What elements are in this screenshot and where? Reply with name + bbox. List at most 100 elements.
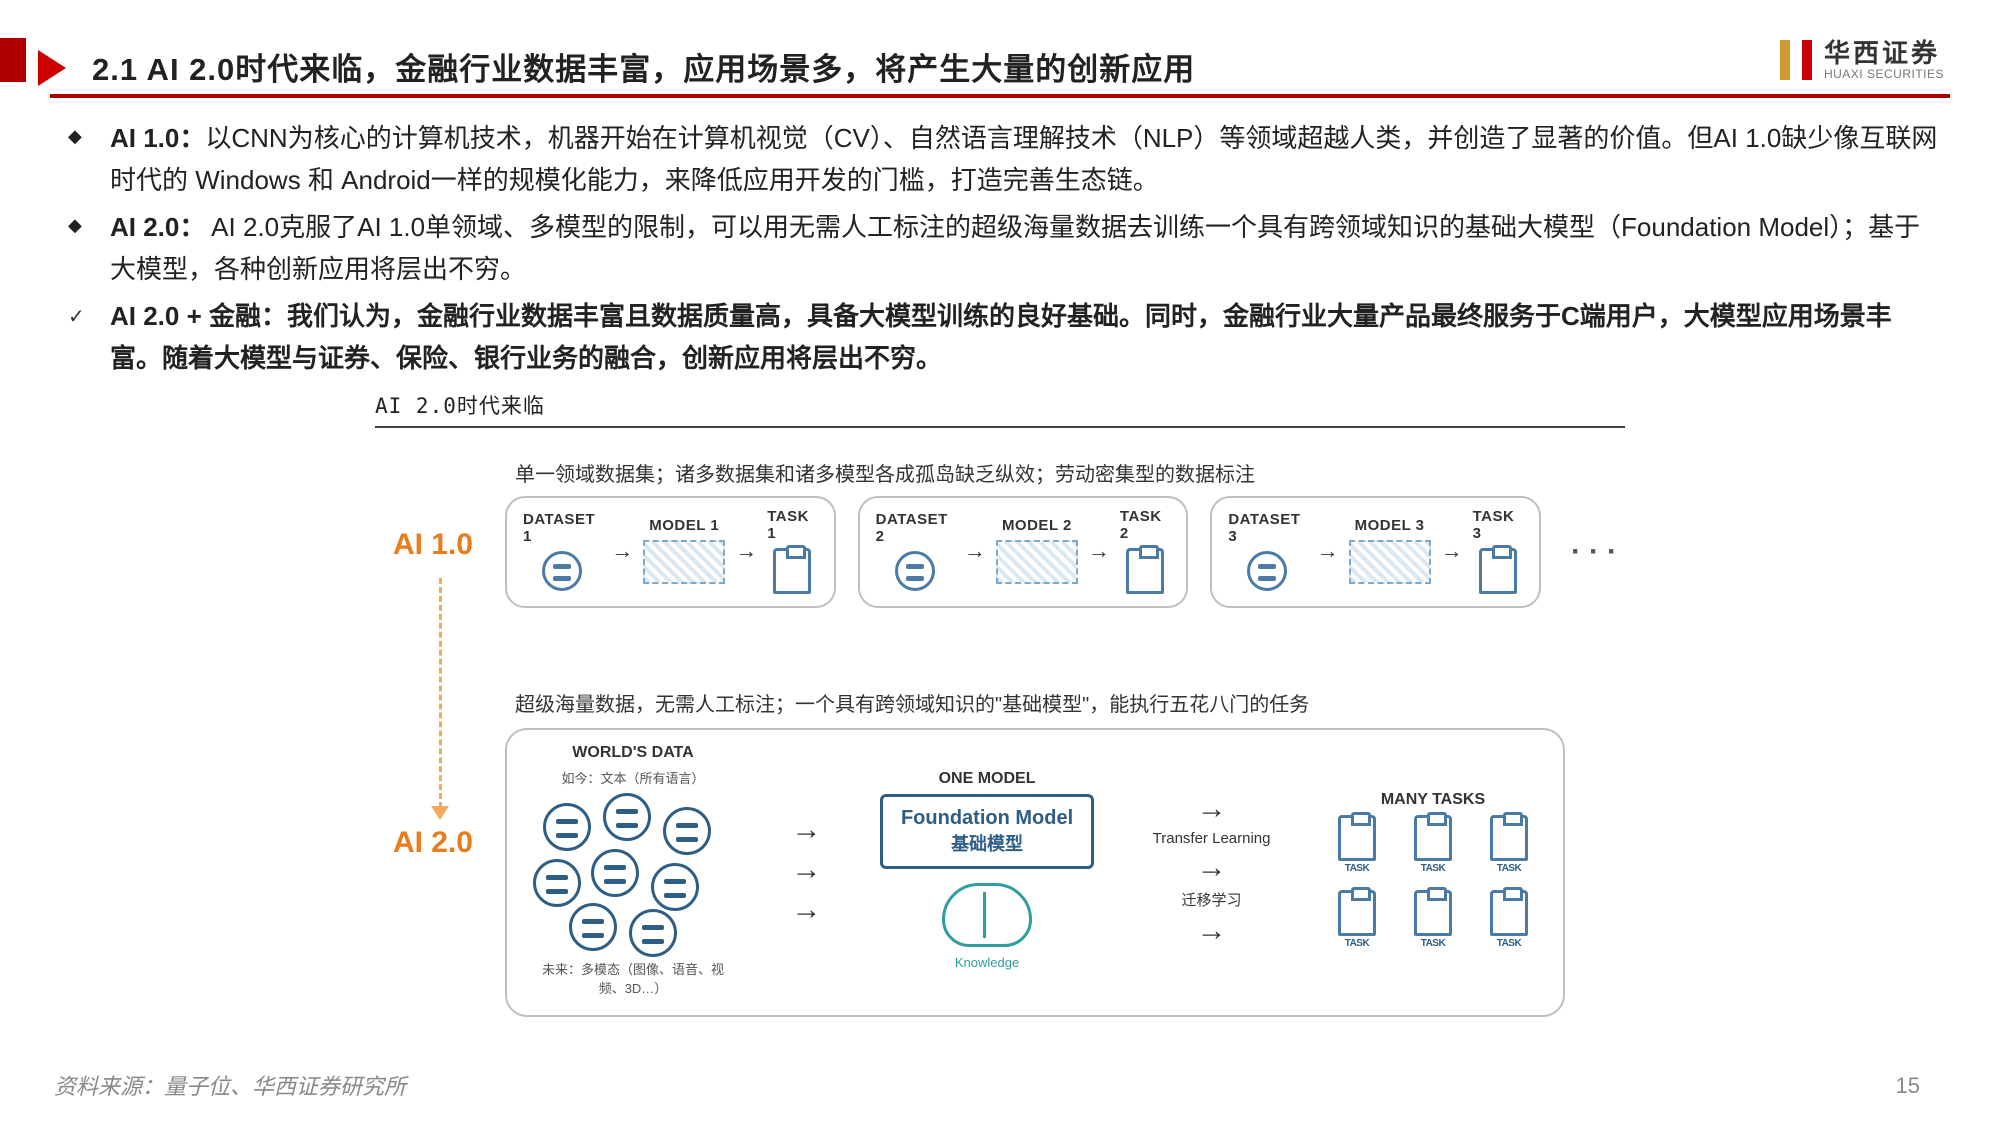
bullet-1: ◆ AI 1.0：以CNN为核心的计算机技术，机器开始在计算机视觉（CV）、自然… xyxy=(60,118,1940,201)
label-ai2: AI 2.0 xyxy=(363,826,473,860)
ai1-row: DATASET 1 → MODEL 1 → TASK 1 DATASET 2 →… xyxy=(505,496,1625,608)
many-tasks-label: MANY TASKS xyxy=(1381,791,1485,809)
task-label: TASK 3 xyxy=(1473,508,1523,542)
clipboard-icon xyxy=(1490,815,1528,861)
diamond-icon: ◆ xyxy=(68,126,88,147)
clipboard-icon xyxy=(1490,890,1528,936)
logo-mark-icon xyxy=(1776,38,1816,82)
tasks-grid: TASK TASK TASK TASK TASK TASK xyxy=(1329,815,1537,949)
brain-icon xyxy=(942,883,1032,947)
gears-icon xyxy=(996,540,1078,584)
database-icon xyxy=(533,859,581,907)
source-footer: 资料来源：量子位、华西证券研究所 xyxy=(54,1069,406,1101)
bullet-2-body: AI 2.0克服了AI 1.0单领域、多模型的限制，可以用无需人工标注的超级海量… xyxy=(110,212,1920,284)
bullet-2-text: AI 2.0： AI 2.0克服了AI 1.0单领域、多模型的限制，可以用无需人… xyxy=(110,207,1940,290)
caption-ai1: 单一领域数据集；诸多数据集和诸多模型各成孤岛缺乏纵效；劳动密集型的数据标注 xyxy=(515,458,1255,487)
database-icon xyxy=(542,551,582,591)
worlds-data-sub1: 如今：文本（所有语言） xyxy=(561,768,704,787)
arrow-icon: → xyxy=(1441,538,1463,564)
bullet-2: ◆ AI 2.0： AI 2.0克服了AI 1.0单领域、多模型的限制，可以用无… xyxy=(60,207,1940,290)
logo-cn: 华西证券 xyxy=(1824,39,1944,68)
database-icon xyxy=(569,903,617,951)
pipeline-box-3: DATASET 3 → MODEL 3 → TASK 3 xyxy=(1210,496,1541,608)
arrow-col: → → → xyxy=(791,813,821,927)
arrow-icon: → xyxy=(1197,851,1227,885)
gears-icon xyxy=(1349,540,1431,584)
bullet-1-body: 以CNN为核心的计算机技术，机器开始在计算机视觉（CV）、自然语言理解技术（NL… xyxy=(110,123,1937,195)
arrow-icon: → xyxy=(791,893,821,927)
arrow-icon: → xyxy=(791,813,821,847)
caption-ai2: 超级海量数据，无需人工标注；一个具有跨领域知识的"基础模型"，能执行五花八门的任… xyxy=(515,688,1309,717)
pipeline-box-2: DATASET 2 → MODEL 2 → TASK 2 xyxy=(858,496,1189,608)
model-label: MODEL 1 xyxy=(649,517,719,534)
title-marker-icon xyxy=(38,50,66,86)
task-cell-label: TASK xyxy=(1421,938,1445,949)
fm-en: Foundation Model xyxy=(901,807,1073,830)
transition-arrow-icon xyxy=(431,806,449,820)
clipboard-icon xyxy=(1414,890,1452,936)
transfer-cn: 迁移学习 xyxy=(1182,889,1242,910)
bullet-2-strong: AI 2.0： xyxy=(110,212,205,242)
arrow-icon: → xyxy=(791,853,821,887)
pipeline-box-1: DATASET 1 → MODEL 1 → TASK 1 xyxy=(505,496,836,608)
page-title: 2.1 AI 2.0时代来临，金融行业数据丰富，应用场景多，将产生大量的创新应用 xyxy=(92,44,1195,89)
worlds-data-label: WORLD'S DATA xyxy=(572,744,693,762)
model-label: MODEL 3 xyxy=(1355,517,1425,534)
task-cell-label: TASK xyxy=(1497,938,1521,949)
ellipsis-icon: ··· xyxy=(1571,535,1625,569)
page-number: 15 xyxy=(1896,1073,1920,1099)
database-icon xyxy=(895,551,935,591)
task-cell-label: TASK xyxy=(1497,863,1521,874)
transfer-en: Transfer Learning xyxy=(1153,830,1271,847)
diagram: AI 2.0时代来临 单一领域数据集；诸多数据集和诸多模型各成孤岛缺乏纵效；劳动… xyxy=(375,390,1625,1058)
worlds-data-col: WORLD'S DATA 如今：文本（所有语言） 未来：多模态（图像、语音、视频… xyxy=(533,744,733,997)
clipboard-icon xyxy=(1414,815,1452,861)
clipboard-icon xyxy=(1338,890,1376,936)
database-icon xyxy=(1247,551,1287,591)
ai2-box: WORLD'S DATA 如今：文本（所有语言） 未来：多模态（图像、语音、视频… xyxy=(505,728,1565,1017)
fm-cn: 基础模型 xyxy=(901,830,1073,856)
knowledge-label: Knowledge xyxy=(955,955,1019,970)
bullet-3: ✓ AI 2.0 + 金融：我们认为，金融行业数据丰富且数据质量高，具备大模型训… xyxy=(60,296,1940,379)
database-icon xyxy=(591,849,639,897)
check-icon: ✓ xyxy=(68,304,88,329)
task-cell-label: TASK xyxy=(1345,863,1369,874)
gears-icon xyxy=(643,540,725,584)
arrow-icon: → xyxy=(611,538,633,564)
database-icon xyxy=(603,793,651,841)
worlds-data-sub2: 未来：多模态（图像、语音、视频、3D…） xyxy=(538,959,728,997)
clipboard-icon xyxy=(1479,548,1517,594)
bullet-list: ◆ AI 1.0：以CNN为核心的计算机技术，机器开始在计算机视觉（CV）、自然… xyxy=(0,100,2000,380)
bullet-3-strong: AI 2.0 + 金融：我们认为，金融行业数据丰富且数据质量高，具备大模型训练的… xyxy=(110,301,1892,373)
arrow-icon: → xyxy=(1088,538,1110,564)
bullet-1-text: AI 1.0：以CNN为核心的计算机技术，机器开始在计算机视觉（CV）、自然语言… xyxy=(110,118,1940,201)
arrow-icon: → xyxy=(1317,538,1339,564)
arrow-icon: → xyxy=(1197,914,1227,948)
arrow-icon: → xyxy=(964,538,986,564)
arrow-icon: → xyxy=(735,538,757,564)
logo: 华西证券 HUAXI SECURITIES xyxy=(1776,38,1944,82)
diamond-icon: ◆ xyxy=(68,215,88,236)
clipboard-icon xyxy=(1126,548,1164,594)
foundation-model-box: Foundation Model 基础模型 xyxy=(880,794,1094,869)
arrow-icon: → xyxy=(1197,792,1227,826)
task-cell-label: TASK xyxy=(1345,938,1369,949)
clipboard-icon xyxy=(1338,815,1376,861)
database-icon xyxy=(651,863,699,911)
logo-en: HUAXI SECURITIES xyxy=(1824,68,1944,81)
one-model-label: ONE MODEL xyxy=(939,770,1036,788)
bullet-1-strong: AI 1.0： xyxy=(110,123,205,153)
clipboard-icon xyxy=(773,548,811,594)
bullet-3-text: AI 2.0 + 金融：我们认为，金融行业数据丰富且数据质量高，具备大模型训练的… xyxy=(110,296,1940,379)
diagram-body: 单一领域数据集；诸多数据集和诸多模型各成孤岛缺乏纵效；劳动密集型的数据标注 AI… xyxy=(375,458,1625,1058)
database-icon xyxy=(543,803,591,851)
header: 2.1 AI 2.0时代来临，金融行业数据丰富，应用场景多，将产生大量的创新应用… xyxy=(0,0,2000,100)
task-label: TASK 2 xyxy=(1120,508,1170,542)
diagram-title: AI 2.0时代来临 xyxy=(375,390,1625,428)
many-tasks-col: MANY TASKS TASK TASK TASK TASK TASK TASK xyxy=(1329,791,1537,949)
one-model-col: ONE MODEL Foundation Model 基础模型 Knowledg… xyxy=(880,770,1094,970)
dataset-label: DATASET 3 xyxy=(1228,511,1306,545)
database-icon xyxy=(663,807,711,855)
logo-text: 华西证券 HUAXI SECURITIES xyxy=(1824,39,1944,81)
task-label: TASK 1 xyxy=(767,508,817,542)
